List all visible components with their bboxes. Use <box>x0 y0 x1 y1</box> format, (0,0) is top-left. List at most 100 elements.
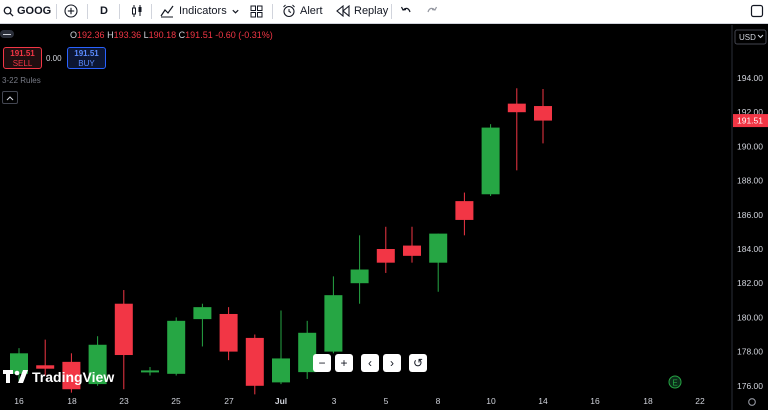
time-tick-label: 18 <box>67 396 77 406</box>
open-value: 192.36 <box>77 30 105 40</box>
candle <box>455 192 474 236</box>
layouts-button[interactable] <box>250 0 263 22</box>
sell-button[interactable]: 191.51 SELL <box>3 47 42 69</box>
candle <box>534 88 552 144</box>
alarm-clock-icon <box>283 4 295 18</box>
symbol-label: GOOG <box>17 5 52 17</box>
sell-label: SELL <box>12 59 33 68</box>
candle-body <box>167 320 186 374</box>
candle <box>88 336 107 386</box>
gear-icon <box>748 398 756 406</box>
candle <box>481 124 500 196</box>
sell-price: 191.51 <box>10 49 35 58</box>
indicators-dropdown[interactable] <box>231 0 240 22</box>
candle-body <box>272 358 290 383</box>
candle <box>403 226 421 263</box>
currency-selector[interactable]: USD <box>734 29 767 45</box>
toolbar-divider <box>87 4 88 19</box>
reset-icon: ↺ <box>412 356 424 370</box>
candle-body <box>534 106 552 121</box>
candle <box>36 339 55 376</box>
candle-body <box>219 313 238 352</box>
alert-button[interactable]: Alert <box>282 0 323 22</box>
candle-body <box>114 303 133 356</box>
minus-icon: − <box>318 356 326 370</box>
time-tick-label: 25 <box>171 396 181 406</box>
price-tick-label: 180.00 <box>737 312 763 322</box>
replay-label: Replay <box>354 5 389 17</box>
high-label: H <box>107 30 114 40</box>
time-tick-label: 8 <box>436 396 441 406</box>
replay-button[interactable]: Replay <box>336 0 388 22</box>
undo-button[interactable] <box>400 0 412 22</box>
toolbar-divider <box>119 4 120 19</box>
chart-menu-toggle[interactable] <box>0 30 14 38</box>
plus-icon: + <box>340 356 348 370</box>
fullscreen-icon <box>750 4 764 18</box>
candles-icon <box>132 5 142 17</box>
time-tick-label: 16 <box>590 396 600 406</box>
zoom-in-button[interactable]: + <box>335 354 353 372</box>
symbol-search[interactable]: GOOG <box>3 0 51 22</box>
indicators-label: Indicators <box>179 5 227 17</box>
close-label: C <box>178 30 186 40</box>
candle <box>298 320 317 379</box>
time-tick-label: Jul <box>275 396 287 406</box>
chevron-down-icon <box>232 9 239 14</box>
candle-body <box>10 353 28 374</box>
toolbar-divider <box>272 4 273 19</box>
candle-body <box>245 337 264 386</box>
high-value: 193.36 <box>113 30 142 40</box>
candle <box>10 348 28 381</box>
interval-label: D <box>100 5 108 17</box>
indicator-legend: 3-22 Rules <box>2 76 41 85</box>
time-tick-label: 27 <box>224 396 234 406</box>
price-tick-label: 190.00 <box>737 141 763 151</box>
price-tick-label: 178.00 <box>737 347 763 357</box>
fullscreen-button[interactable] <box>750 0 764 22</box>
interval-button[interactable]: D <box>100 0 108 22</box>
open-label: O <box>70 30 78 40</box>
toolbar-divider <box>391 4 392 19</box>
price-chart[interactable]: 176.00178.00180.00182.00184.00186.00188.… <box>0 25 768 410</box>
compare-symbol-button[interactable] <box>64 0 78 22</box>
candle-body <box>298 332 317 373</box>
time-tick-label: 14 <box>538 396 548 406</box>
price-tick-label: 188.00 <box>737 176 763 186</box>
buy-button[interactable]: 191.51 BUY <box>67 47 106 69</box>
candle-body <box>403 245 421 256</box>
time-tick-label: 10 <box>486 396 496 406</box>
chevron-up-icon <box>6 95 14 100</box>
candle-body <box>141 370 159 373</box>
buy-label: BUY <box>78 59 95 68</box>
candle-body <box>324 295 343 352</box>
scroll-right-button[interactable]: › <box>383 354 401 372</box>
scroll-left-button[interactable]: ‹ <box>361 354 379 372</box>
redo-icon <box>427 6 438 13</box>
tradingview-watermark[interactable]: TradingView <box>3 369 114 385</box>
candle-body <box>350 269 369 284</box>
reset-chart-button[interactable]: ↺ <box>409 354 427 372</box>
price-tick-label: 192.00 <box>737 107 763 117</box>
collapse-legend-button[interactable] <box>2 91 18 104</box>
candle <box>272 310 290 385</box>
candle-body <box>62 361 81 390</box>
chart-type-button[interactable] <box>130 0 144 22</box>
top-toolbar: GOOG D Indicators Alert Replay <box>0 0 768 24</box>
indicators-button[interactable]: Indicators <box>160 0 227 22</box>
candle <box>376 226 395 273</box>
earnings-marker[interactable]: E <box>668 375 682 389</box>
currency-label: USD <box>739 33 756 42</box>
time-axis-settings[interactable] <box>748 398 756 406</box>
redo-button[interactable] <box>426 0 438 22</box>
candle-series <box>10 88 552 395</box>
change-value: -0.60 (-0.31%) <box>215 30 273 40</box>
candle <box>141 366 159 376</box>
candle-body <box>376 249 395 263</box>
candle-body <box>88 344 107 385</box>
zoom-out-button[interactable]: − <box>313 354 331 372</box>
candle <box>245 334 264 395</box>
low-label: L <box>143 30 149 40</box>
time-tick-label: 5 <box>384 396 389 406</box>
price-tick-label: 184.00 <box>737 244 763 254</box>
